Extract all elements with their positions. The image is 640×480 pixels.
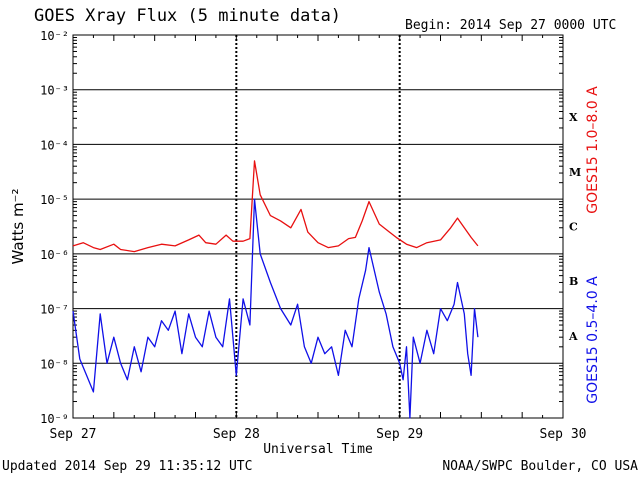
y-tick-label: 10⁻⁹ (40, 412, 69, 426)
begin-timestamp: Begin: 2014 Sep 27 0000 UTC (405, 18, 617, 33)
updated-timestamp: Updated 2014 Sep 29 11:35:12 UTC (2, 459, 253, 474)
flare-class-X: X (569, 111, 578, 124)
y-tick-label: 10⁻⁴ (40, 138, 69, 152)
flare-class-B: B (569, 275, 578, 288)
flare-class-C: C (569, 221, 578, 234)
y-tick-label: 10⁻⁷ (40, 303, 69, 317)
x-tick-label: Sep 29 (376, 427, 423, 442)
chart-title: GOES Xray Flux (5 minute data) (34, 6, 342, 26)
y-tick-label: 10⁻⁵ (40, 193, 69, 207)
y-tick-label: 10⁻³ (40, 84, 69, 98)
x-tick-label: Sep 30 (540, 427, 587, 442)
flare-class-M: M (569, 166, 581, 179)
series-line-short (72, 198, 479, 419)
y-tick-label: 10⁻² (40, 29, 69, 43)
y-tick-label: 10⁻⁶ (40, 248, 69, 262)
flare-class-A: A (568, 330, 578, 343)
series-line-long (72, 160, 479, 253)
y-tick-label: 10⁻⁸ (40, 357, 69, 371)
x-axis-label: Universal Time (263, 442, 373, 457)
credit-label: NOAA/SWPC Boulder, CO USA (442, 459, 638, 474)
legend-long-channel: GOES15 1.0–8.0 A (585, 86, 601, 214)
legend-short-channel: GOES15 0.5–4.0 A (585, 276, 601, 404)
x-tick-label: Sep 28 (213, 427, 260, 442)
plot-frame (72, 34, 564, 419)
x-tick-label: Sep 27 (50, 427, 97, 442)
y-axis-label: Watts m⁻² (9, 189, 27, 265)
